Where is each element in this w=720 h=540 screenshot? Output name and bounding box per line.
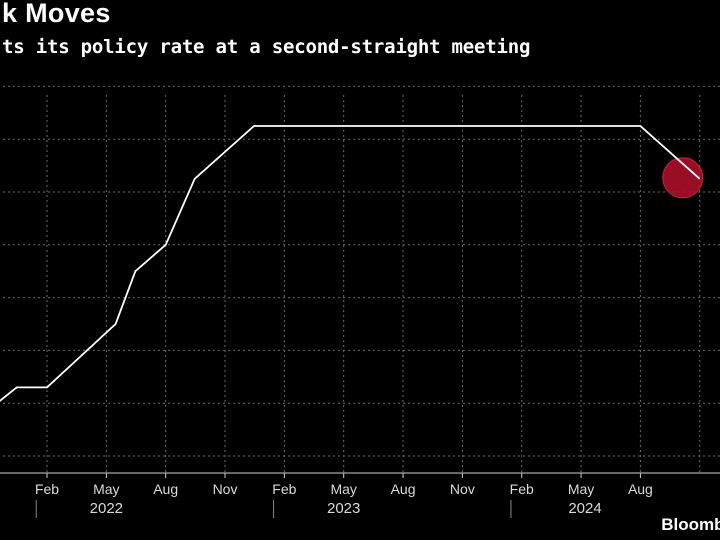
year-label: 2022 bbox=[90, 500, 123, 517]
x-tick-label: May bbox=[93, 481, 119, 497]
x-tick-label: Aug bbox=[391, 481, 416, 497]
horizontal-gridlines bbox=[0, 85, 720, 457]
x-tick-label: Feb bbox=[272, 481, 296, 497]
x-axis-tick-labels: yFebMayAugNovFebMayAugNovFebMayAug bbox=[35, 481, 653, 497]
source-label: Bloombe bbox=[661, 515, 720, 534]
x-tick-label: Nov bbox=[213, 481, 238, 497]
vertical-gridlines bbox=[46, 95, 701, 473]
chart-title: k Moves bbox=[2, 0, 111, 28]
chart-subtitle: ts its policy rate at a second-straight … bbox=[2, 36, 531, 58]
highlight-marker bbox=[662, 157, 704, 199]
year-dividers bbox=[35, 500, 512, 518]
year-labels: 2022 2023 2024 bbox=[90, 500, 602, 517]
x-tick-label: Feb bbox=[35, 481, 59, 497]
x-tick-label: May bbox=[568, 481, 594, 497]
x-axis-ticks bbox=[46, 473, 641, 478]
x-tick-label: Feb bbox=[510, 481, 534, 497]
x-tick-label: May bbox=[330, 481, 356, 497]
x-tick-label: Aug bbox=[628, 481, 653, 497]
x-tick-label: Aug bbox=[153, 481, 178, 497]
policy-rate-line bbox=[0, 125, 701, 402]
series-group bbox=[0, 125, 701, 402]
year-label: 2024 bbox=[568, 500, 601, 517]
year-label: 2023 bbox=[327, 500, 360, 517]
x-tick-label: Nov bbox=[450, 481, 475, 497]
